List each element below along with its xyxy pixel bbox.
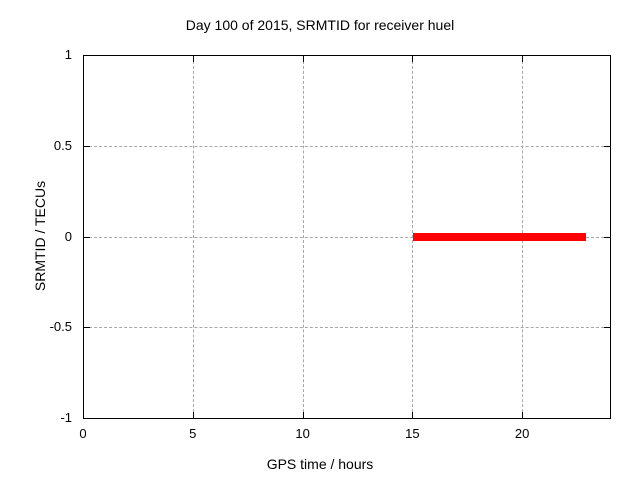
x-tick-mark-top (192, 56, 194, 62)
x-tick-mark-bottom (412, 412, 414, 418)
y-tick-label: -0.5 (49, 319, 72, 335)
x-tick-label: 0 (79, 426, 87, 441)
y-tick-mark-right (604, 327, 610, 329)
y-tick-mark-left (84, 327, 90, 329)
x-tick-mark-top (302, 56, 304, 62)
gridline-horizontal (84, 145, 609, 147)
y-tick-label: 1 (64, 47, 72, 62)
y-tick-mark-right (604, 236, 610, 238)
x-tick-label: 10 (295, 426, 310, 441)
x-tick-mark-bottom (192, 412, 194, 418)
series-line-srmtid (413, 232, 586, 241)
y-tick-label: 0 (64, 228, 72, 244)
y-tick-mark-right (604, 418, 610, 419)
y-tick-mark-left (84, 418, 90, 419)
x-tick-label: 5 (189, 426, 197, 441)
y-tick-mark-left (84, 55, 90, 56)
y-tick-mark-right (604, 145, 610, 147)
y-tick-mark-left (84, 236, 90, 238)
x-tick-mark-bottom (302, 412, 304, 418)
gridline-horizontal (84, 236, 609, 238)
x-tick-mark-top (83, 56, 84, 62)
x-axis-label: GPS time / hours (266, 456, 374, 472)
y-tick-label: -1 (60, 410, 72, 425)
x-tick-label: 20 (514, 426, 530, 441)
x-tick-label: 15 (405, 426, 420, 441)
y-tick-mark-left (84, 145, 90, 147)
y-tick-mark-right (604, 55, 610, 56)
x-tick-mark-top (522, 56, 524, 62)
x-tick-mark-bottom (522, 412, 524, 418)
gridline-horizontal (84, 327, 609, 329)
x-tick-mark-top (412, 56, 414, 62)
x-tick-mark-bottom (83, 412, 84, 418)
y-tick-label: 0.5 (53, 137, 72, 153)
chart-title: Day 100 of 2015, SRMTID for receiver hue… (185, 17, 455, 33)
plot-area (83, 55, 611, 419)
